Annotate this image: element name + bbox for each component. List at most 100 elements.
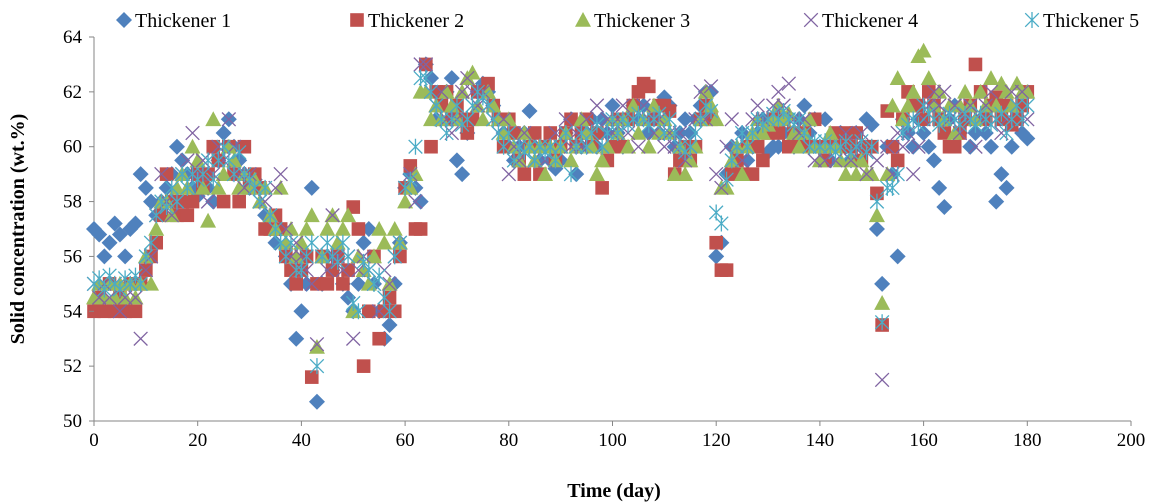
y-tick-label: 62: [63, 82, 82, 103]
data-point: [138, 248, 154, 265]
data-point: [263, 207, 278, 224]
legend-entry: Thickener 1: [116, 10, 231, 32]
data-point: [335, 234, 351, 251]
data-point: [247, 179, 262, 196]
data-point: [589, 116, 605, 133]
data-point: [734, 125, 750, 141]
data-point: [869, 153, 885, 168]
data-point: [149, 235, 164, 250]
data-point: [734, 153, 750, 168]
data-point: [931, 98, 947, 113]
data-point: [117, 290, 133, 305]
data-point: [448, 152, 465, 169]
data-point: [594, 152, 611, 168]
data-point: [355, 234, 372, 251]
data-point: [666, 166, 683, 181]
data-point: [543, 138, 558, 155]
data-point: [714, 180, 729, 196]
data-point: [667, 125, 682, 141]
data-point: [184, 138, 201, 154]
data-point: [657, 139, 672, 154]
data-point: [595, 181, 609, 195]
data-point: [180, 153, 195, 168]
data-point: [880, 139, 895, 154]
data-point: [885, 166, 900, 182]
data-point: [334, 221, 351, 236]
data-point: [434, 111, 449, 128]
data-point: [745, 125, 760, 141]
data-point: [283, 221, 300, 236]
data-point: [143, 275, 160, 291]
data-point: [102, 290, 117, 305]
data-point: [921, 85, 936, 99]
data-point: [180, 179, 195, 196]
x-tick-label: 180: [1013, 430, 1042, 451]
data-point: [460, 70, 475, 86]
data-point: [543, 126, 558, 140]
data-point: [360, 275, 377, 291]
data-point: [693, 111, 708, 128]
data-point: [811, 152, 828, 168]
data-point: [382, 303, 397, 320]
data-point: [215, 125, 232, 141]
data-point: [925, 97, 942, 113]
data-point: [563, 139, 579, 154]
data-point: [439, 125, 454, 141]
data-point: [963, 98, 978, 113]
data-point: [564, 112, 578, 127]
legend-marker: [350, 13, 364, 27]
data-point: [651, 105, 667, 122]
data-point: [133, 275, 148, 292]
data-point: [417, 83, 434, 99]
data-point: [278, 221, 294, 237]
data-point: [320, 277, 335, 291]
data-point: [495, 125, 512, 140]
data-point: [682, 125, 699, 141]
x-tick-label: 60: [396, 430, 415, 451]
data-point: [195, 153, 211, 168]
data-point: [589, 98, 605, 113]
data-point: [298, 221, 315, 236]
data-point: [745, 112, 760, 127]
data-point: [709, 235, 723, 250]
data-point: [771, 111, 786, 128]
data-point: [283, 234, 299, 251]
legend: Thickener 1 Thickener 2 Thickener 3 Thicken…: [116, 10, 1139, 32]
data-point: [1003, 97, 1020, 113]
data-point: [226, 166, 242, 183]
data-point: [1020, 112, 1035, 127]
data-point: [645, 97, 662, 113]
legend-label: Thickener 3: [594, 10, 690, 32]
data-point: [1003, 138, 1020, 155]
data-point: [517, 125, 532, 141]
data-point: [889, 70, 906, 85]
data-point: [496, 138, 511, 155]
data-point: [548, 152, 563, 169]
data-point: [308, 393, 325, 410]
data-point: [905, 166, 921, 182]
y-tick-label: 54: [63, 301, 83, 322]
data-point: [231, 179, 248, 195]
data-point: [304, 234, 320, 251]
data-point: [460, 111, 475, 128]
data-point: [127, 215, 144, 232]
data-point: [791, 125, 807, 141]
data-point: [185, 125, 200, 141]
data-point: [521, 103, 538, 120]
data-point: [309, 358, 325, 375]
data-point: [677, 166, 694, 181]
data-point: [403, 171, 418, 188]
data-point: [994, 125, 1009, 141]
data-point: [200, 152, 216, 169]
data-point: [168, 138, 185, 155]
data-point: [475, 89, 491, 106]
data-point: [688, 112, 703, 127]
data-point: [889, 248, 906, 265]
data-point: [490, 111, 507, 127]
y-tick-label: 58: [63, 192, 82, 213]
legend-label: Thickener 1: [135, 10, 231, 32]
data-point: [983, 138, 1000, 155]
data-point: [273, 234, 288, 251]
data-point: [454, 166, 471, 183]
